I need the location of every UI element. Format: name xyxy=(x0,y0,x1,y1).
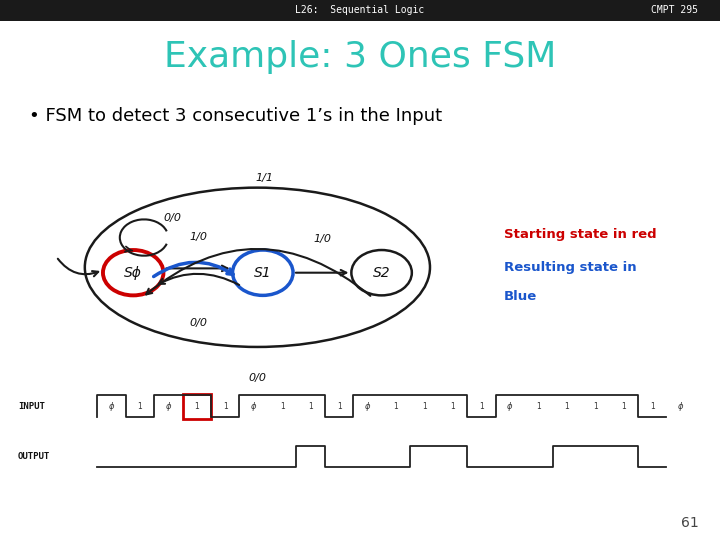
Text: 0/0: 0/0 xyxy=(248,373,266,383)
Text: 1: 1 xyxy=(593,402,598,410)
Text: 1: 1 xyxy=(621,402,626,410)
Text: Resulting state in: Resulting state in xyxy=(504,261,636,274)
Bar xyxy=(0,0,720,21)
Text: 0/0: 0/0 xyxy=(163,213,181,223)
Text: 0/0: 0/0 xyxy=(189,318,207,328)
Text: L26:  Sequential Logic: L26: Sequential Logic xyxy=(295,5,425,15)
Text: 1: 1 xyxy=(337,402,341,410)
Text: ϕ: ϕ xyxy=(166,402,171,410)
Text: 1: 1 xyxy=(308,402,313,410)
Text: 1: 1 xyxy=(194,402,199,410)
Text: INPUT: INPUT xyxy=(18,402,45,410)
Text: 61: 61 xyxy=(680,516,698,530)
Text: • FSM to detect 3 consecutive 1’s in the Input: • FSM to detect 3 consecutive 1’s in the… xyxy=(29,107,442,125)
Text: 1: 1 xyxy=(536,402,541,410)
Text: 1/0: 1/0 xyxy=(313,234,331,244)
Text: 1: 1 xyxy=(479,402,484,410)
Text: 1/0: 1/0 xyxy=(189,232,207,241)
Text: Starting state in red: Starting state in red xyxy=(504,228,657,241)
Text: ϕ: ϕ xyxy=(251,402,256,410)
Text: 1: 1 xyxy=(280,402,284,410)
Text: OUTPUT: OUTPUT xyxy=(18,452,50,461)
Text: 1/1: 1/1 xyxy=(256,173,274,183)
Text: S1: S1 xyxy=(254,266,271,280)
Text: 1: 1 xyxy=(394,402,398,410)
Text: CMPT 295: CMPT 295 xyxy=(652,5,698,15)
Text: S2: S2 xyxy=(373,266,390,280)
Text: ϕ: ϕ xyxy=(109,402,114,410)
Text: Blue: Blue xyxy=(504,291,537,303)
Text: 1: 1 xyxy=(451,402,455,410)
Text: ϕ: ϕ xyxy=(507,402,513,410)
Text: 1: 1 xyxy=(564,402,569,410)
Text: 1: 1 xyxy=(649,402,654,410)
Text: 1: 1 xyxy=(223,402,228,410)
Bar xyxy=(183,394,211,418)
Text: 1: 1 xyxy=(422,402,427,410)
Text: ϕ: ϕ xyxy=(678,402,683,410)
Text: Example: 3 Ones FSM: Example: 3 Ones FSM xyxy=(164,40,556,73)
Text: Sϕ: Sϕ xyxy=(125,266,142,280)
Text: 1: 1 xyxy=(138,402,143,410)
Text: ϕ: ϕ xyxy=(365,402,370,410)
